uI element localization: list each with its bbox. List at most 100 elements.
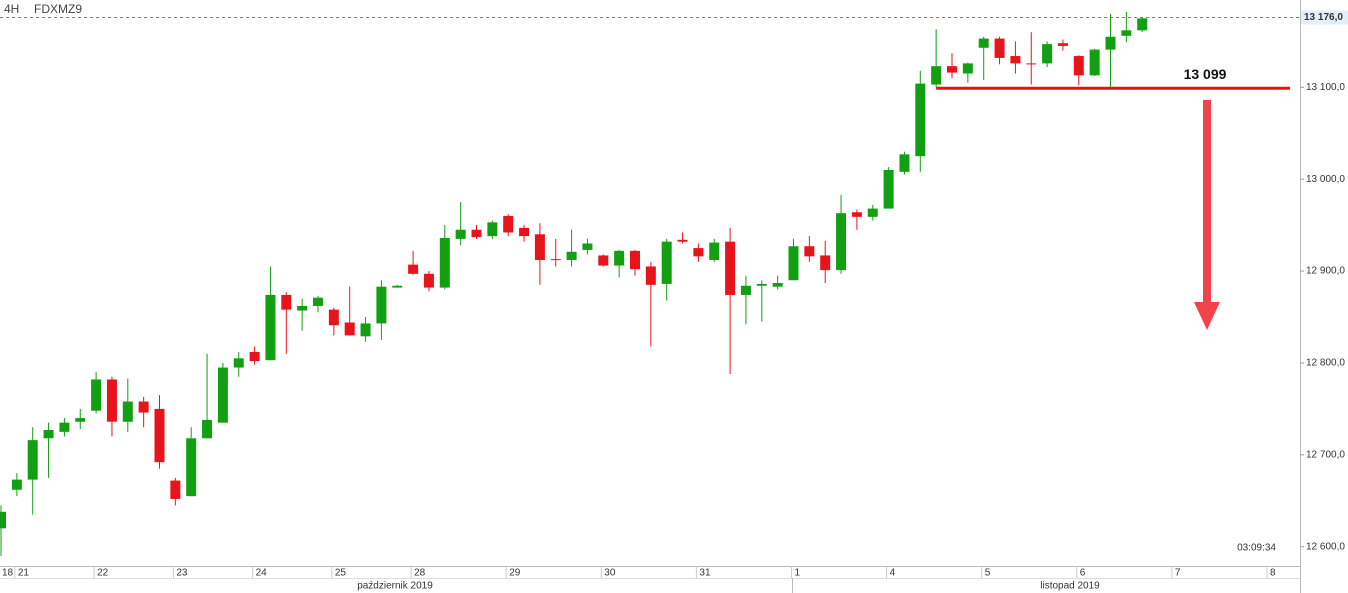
x-tick-label: 30 — [604, 568, 616, 579]
candle-body — [1010, 56, 1021, 64]
candle-body — [566, 251, 577, 261]
y-tick-label: 13 000,0 — [1306, 174, 1345, 185]
candle-body — [281, 294, 292, 310]
x-tick-label: 29 — [509, 568, 521, 579]
candle-body — [550, 259, 561, 261]
candle-body — [503, 215, 514, 233]
candle-body — [233, 358, 244, 368]
month-label: listopad 2019 — [1040, 581, 1100, 592]
candle-body — [423, 273, 434, 288]
candle-body — [408, 264, 419, 274]
candle-body — [1042, 44, 1053, 64]
candle-body — [931, 66, 942, 85]
candle-body — [313, 297, 323, 306]
candle-body — [725, 241, 736, 295]
candle-body — [328, 309, 339, 326]
candle-body — [614, 250, 625, 266]
countdown: 03:09:34 — [1237, 543, 1276, 554]
down-arrow — [1194, 100, 1220, 330]
x-tick-label: 18 — [2, 568, 14, 579]
x-tick-label: 4 — [890, 568, 896, 579]
x-tick-label: 6 — [1080, 568, 1086, 579]
candle-body — [534, 234, 545, 261]
candle-body — [376, 286, 387, 324]
candle-body — [360, 323, 371, 337]
x-tick-label: 1 — [795, 568, 801, 579]
month-label: październik 2019 — [357, 581, 433, 592]
level-label: 13 099 — [1184, 66, 1227, 82]
candle-body — [439, 237, 450, 288]
candle-body — [756, 283, 767, 286]
candle-body — [27, 440, 38, 480]
candle-body — [1026, 63, 1037, 65]
candle-body — [740, 285, 751, 295]
candle-body — [75, 418, 86, 422]
x-tick-label: 31 — [699, 568, 711, 579]
x-tick-label: 28 — [414, 568, 426, 579]
candle-body — [883, 169, 894, 209]
candle-body — [59, 422, 70, 432]
candle-body — [471, 229, 482, 238]
candle-body — [265, 294, 276, 361]
candle-body — [630, 250, 640, 270]
candle-body — [582, 243, 593, 250]
candle-body — [677, 239, 688, 242]
candle-body — [772, 283, 783, 287]
candle-body — [645, 266, 656, 285]
interval: 4H — [4, 2, 19, 16]
candle-body — [804, 246, 815, 257]
x-tick-label: 24 — [256, 568, 268, 579]
candle-body — [994, 38, 1005, 58]
candle-body — [1105, 36, 1116, 50]
candle-body — [217, 367, 228, 423]
candle-body — [392, 285, 403, 288]
candle-body — [962, 63, 973, 74]
candle-body — [91, 379, 102, 411]
x-tick-label: 23 — [176, 568, 188, 579]
symbol: FDXMZ9 — [34, 2, 82, 16]
y-tick-label: 12 700,0 — [1306, 449, 1345, 460]
candle-body — [170, 480, 181, 499]
candle-body — [487, 222, 498, 237]
candle-body — [947, 66, 957, 73]
candle-body — [1137, 18, 1148, 31]
candle-body — [598, 255, 609, 266]
candle-body — [1057, 43, 1068, 46]
y-tick-label: 12 900,0 — [1306, 266, 1345, 277]
candle-body — [1089, 49, 1100, 76]
candle-body — [899, 154, 910, 172]
candle-body — [43, 430, 54, 439]
candle-body — [297, 305, 308, 311]
candle-body — [851, 212, 862, 217]
candle-body — [978, 38, 989, 48]
candle-body — [249, 351, 260, 362]
candle-body — [519, 227, 530, 237]
y-tick-label: 13 100,0 — [1306, 82, 1345, 93]
candle-body — [820, 255, 831, 271]
y-tick-label: 12 600,0 — [1306, 541, 1345, 552]
candle-body — [186, 438, 197, 497]
x-tick-label: 25 — [335, 568, 347, 579]
last-price-label: 13 176,0 — [1304, 12, 1343, 23]
candle-body — [154, 408, 165, 463]
x-tick-label: 5 — [985, 568, 991, 579]
candle-body — [106, 379, 117, 422]
x-tick-label: 22 — [97, 568, 109, 579]
last-price-tag — [1301, 10, 1348, 25]
candle-body — [915, 83, 926, 157]
x-tick-label: 8 — [1270, 568, 1276, 579]
candle-body — [0, 511, 6, 529]
candle-body — [836, 213, 847, 271]
candle-body — [122, 401, 133, 422]
candle-body — [138, 401, 149, 413]
candle-body — [693, 248, 704, 257]
x-tick-label: 7 — [1175, 568, 1181, 579]
candle-body — [867, 208, 878, 217]
x-tick-label: 21 — [18, 568, 30, 579]
candle-body — [1121, 30, 1132, 36]
candle-body — [344, 322, 355, 336]
candle-body — [11, 479, 22, 490]
y-tick-label: 12 800,0 — [1306, 358, 1345, 369]
